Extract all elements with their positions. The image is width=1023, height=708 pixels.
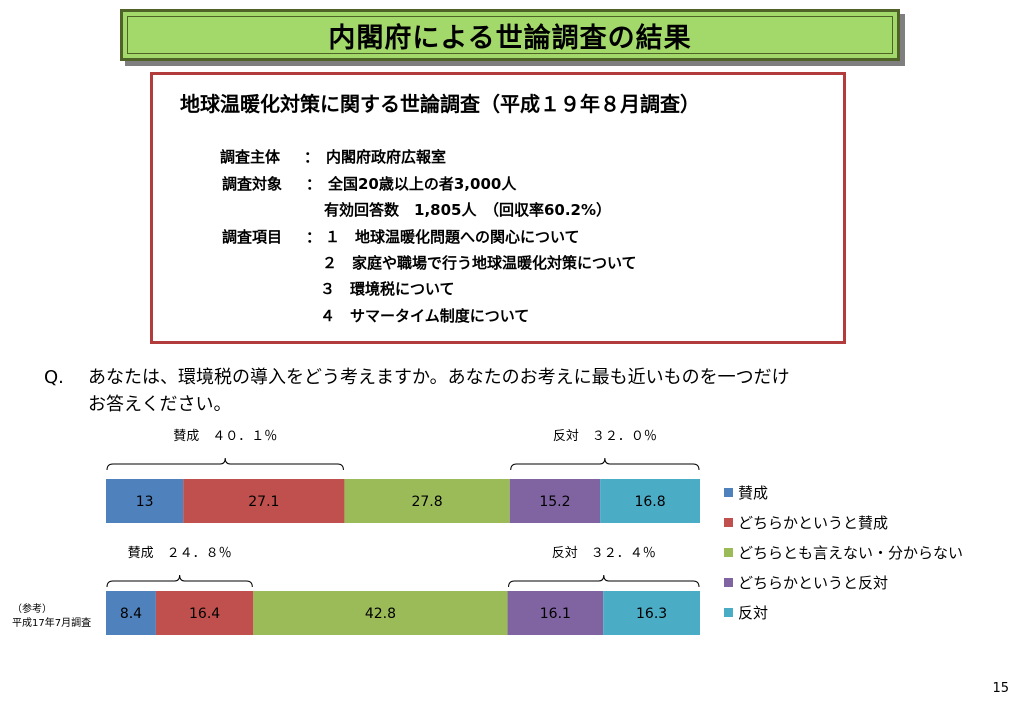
legend-swatch: [724, 488, 733, 497]
bar-value-label: 16.3: [636, 606, 667, 622]
legend-swatch: [724, 518, 733, 527]
bar-value-label: 27.8: [411, 494, 442, 510]
legend-label: どちらかというと賛成: [738, 514, 888, 532]
question-label: Q.: [44, 367, 64, 388]
brace-annotation: 賛成 ２４．８％: [128, 546, 232, 561]
bar-value-label: 16.8: [634, 494, 665, 510]
legend-swatch: [724, 608, 733, 617]
survey-row-value: ２ 家庭や職場で行う地球温暖化対策について: [322, 254, 637, 272]
legend-label: どちらかというと反対: [738, 574, 888, 592]
legend-label: 反対: [738, 604, 768, 622]
survey-row-value: ４ サマータイム制度について: [320, 307, 530, 325]
survey-info-box: [150, 72, 846, 344]
oppose-brace: [508, 574, 700, 588]
bar-value-label: 27.1: [248, 494, 279, 510]
legend-label: 賛成: [738, 484, 768, 502]
bar-value-label: 16.4: [189, 606, 220, 622]
support-brace: [106, 574, 253, 588]
survey-row-separator: ：: [304, 148, 320, 166]
legend-swatch: [724, 548, 733, 557]
survey-row-separator: ：: [306, 228, 322, 246]
survey-row-label: 調査項目: [222, 228, 283, 246]
support-brace: [106, 457, 344, 471]
survey-row-value: 全国20歳以上の者3,000人: [328, 175, 517, 193]
bar-segment: [106, 591, 156, 635]
survey-row-value: ３ 環境税について: [320, 280, 455, 298]
page-title: 内閣府による世論調査の結果: [328, 22, 692, 54]
bar-value-label: 16.1: [540, 606, 571, 622]
brace-annotation: 反対 ３２．０％: [553, 429, 657, 444]
bar-segment: [509, 479, 601, 523]
bar-value-label: 15.2: [539, 494, 570, 510]
survey-row-separator: ：: [306, 175, 322, 193]
category-label: 平成17年7月調査: [12, 616, 91, 629]
bar-segment: [253, 591, 508, 635]
bar-segment: [106, 479, 184, 523]
bar-value-label: 8.4: [120, 606, 142, 622]
question-line-2: お答えください。: [88, 394, 232, 415]
brace-annotation: 反対 ３２．４％: [552, 546, 656, 561]
bar-segment: [183, 479, 345, 523]
bar-value-label: 13: [136, 494, 154, 510]
bar-segment: [603, 591, 700, 635]
legend-label: どちらとも言えない・分からない: [738, 544, 963, 562]
bar-value-label: 42.8: [365, 606, 396, 622]
legend-swatch: [724, 578, 733, 587]
question-line-1: あなたは、環境税の導入をどう考えますか。あなたのお考えに最も近いものを一つだけ: [88, 367, 790, 388]
brace-annotation: 賛成 ４０．１％: [173, 429, 277, 444]
bar-segment: [344, 479, 510, 523]
survey-row-value: 有効回答数 1,805人 （回収率60.2%）: [324, 201, 611, 219]
oppose-brace: [510, 457, 700, 471]
survey-row-label: 調査対象: [222, 175, 283, 193]
page-number: 15: [992, 681, 1009, 696]
category-label: （参考）: [12, 602, 52, 615]
survey-row-value: 内閣府政府広報室: [326, 148, 447, 166]
survey-row-value: １ 地球温暖化問題への関心について: [325, 228, 580, 246]
survey-heading: 地球温暖化対策に関する世論調査（平成１９年８月調査）: [180, 92, 700, 116]
bar-segment: [507, 591, 604, 635]
bar-segment: [600, 479, 700, 523]
question-text: Q. あなたは、環境税の導入をどう考えますか。あなたのお考えに最も近いものを一つだ…: [44, 364, 964, 418]
survey-row-label: 調査主体: [220, 148, 281, 166]
bar-segment: [155, 591, 254, 635]
